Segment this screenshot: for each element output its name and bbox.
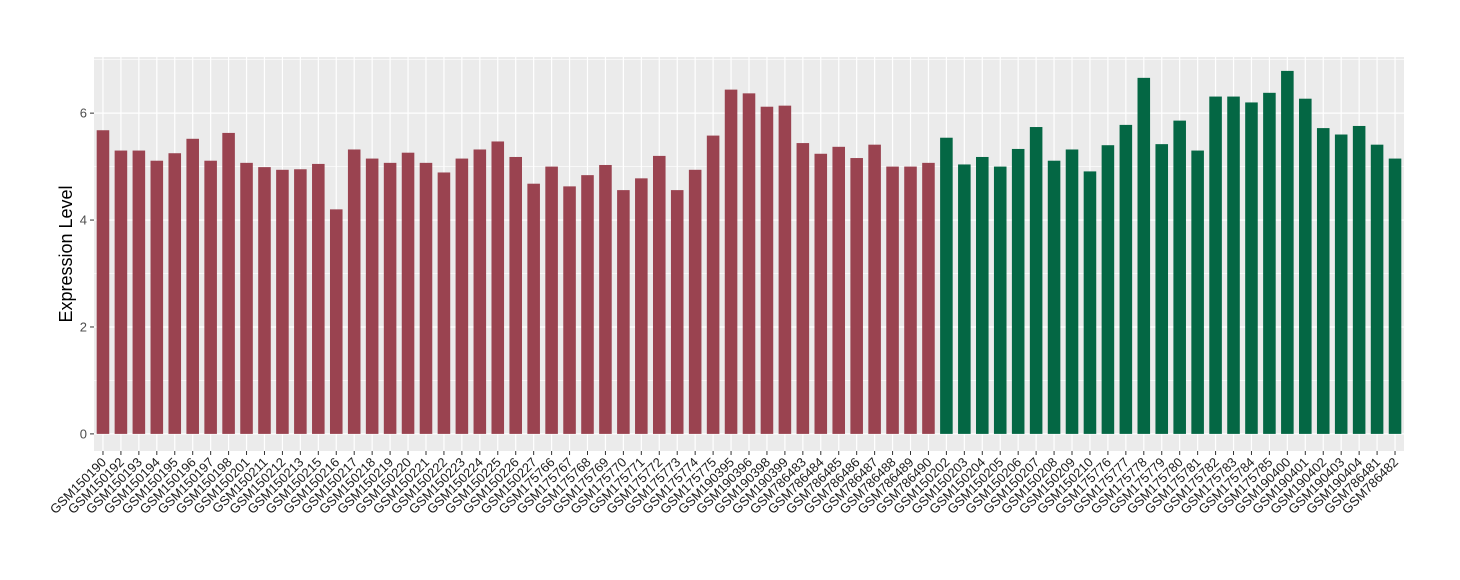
bar-GSM190399 bbox=[778, 105, 792, 434]
bar-GSM175769 bbox=[599, 164, 612, 434]
bar-GSM175777 bbox=[1119, 124, 1133, 434]
bar-GSM175785 bbox=[1263, 92, 1276, 434]
bar-GSM786483 bbox=[796, 143, 810, 434]
bar-GSM150222 bbox=[437, 172, 451, 434]
bar-GSM190402 bbox=[1316, 128, 1330, 434]
y-tick-label: 2 bbox=[80, 319, 87, 334]
bar-GSM150192 bbox=[114, 150, 128, 434]
bar-GSM190401 bbox=[1299, 98, 1312, 434]
bars bbox=[96, 70, 1402, 434]
bar-GSM175776 bbox=[1101, 145, 1115, 434]
bar-GSM190396 bbox=[742, 93, 756, 434]
bar-GSM175773 bbox=[670, 190, 684, 434]
bar-GSM175770 bbox=[617, 190, 630, 434]
bar-GSM150197 bbox=[204, 160, 217, 434]
bar-GSM150198 bbox=[222, 132, 235, 434]
bar-GSM150223 bbox=[455, 158, 469, 434]
bar-GSM175775 bbox=[706, 135, 720, 434]
bar-GSM175780 bbox=[1173, 120, 1186, 434]
bar-GSM150202 bbox=[940, 137, 953, 434]
bar-GSM786486 bbox=[850, 158, 863, 434]
bar-GSM786489 bbox=[904, 166, 917, 434]
bar-GSM786490 bbox=[922, 162, 935, 434]
bar-GSM175778 bbox=[1137, 77, 1151, 434]
bar-GSM150190 bbox=[96, 130, 110, 434]
bar-GSM786482 bbox=[1388, 158, 1402, 434]
bar-GSM150212 bbox=[276, 169, 289, 434]
bar-GSM190398 bbox=[760, 106, 774, 434]
bar-GSM175771 bbox=[635, 178, 648, 434]
bar-GSM150201 bbox=[240, 162, 253, 434]
bar-GSM150218 bbox=[365, 158, 379, 434]
bar-GSM150219 bbox=[383, 162, 397, 434]
bar-GSM150227 bbox=[527, 183, 540, 434]
bar-GSM175783 bbox=[1227, 96, 1240, 434]
bar-GSM150207 bbox=[1029, 127, 1043, 434]
bar-GSM190400 bbox=[1281, 70, 1294, 434]
bar-GSM150217 bbox=[347, 149, 361, 434]
y-tick-label: 0 bbox=[80, 426, 87, 441]
bar-GSM150221 bbox=[419, 162, 433, 434]
bar-GSM150209 bbox=[1065, 149, 1079, 434]
bar-GSM150203 bbox=[958, 164, 971, 434]
bar-GSM175782 bbox=[1209, 96, 1222, 434]
y-tick-label: 4 bbox=[80, 213, 87, 228]
bar-GSM150220 bbox=[401, 152, 415, 434]
bar-GSM175774 bbox=[688, 169, 702, 434]
bar-GSM786485 bbox=[832, 146, 846, 434]
bar-GSM175779 bbox=[1155, 144, 1169, 434]
x-axis: GSM150190GSM150192GSM150193GSM150194GSM1… bbox=[47, 451, 1401, 517]
bar-GSM786488 bbox=[886, 166, 899, 434]
bar-GSM150226 bbox=[509, 156, 522, 434]
bar-GSM150216 bbox=[329, 209, 343, 434]
bar-GSM190395 bbox=[724, 89, 738, 434]
bar-GSM150211 bbox=[258, 167, 271, 434]
bar-GSM175781 bbox=[1191, 150, 1204, 434]
bar-GSM786487 bbox=[868, 144, 881, 434]
bar-GSM150215 bbox=[312, 163, 325, 434]
bar-GSM150195 bbox=[168, 153, 182, 434]
bar-GSM175772 bbox=[652, 155, 666, 434]
bar-GSM150196 bbox=[186, 138, 199, 434]
bar-GSM150208 bbox=[1047, 160, 1061, 434]
bar-GSM150206 bbox=[1011, 148, 1025, 434]
bar-GSM150213 bbox=[294, 169, 307, 434]
bar-GSM150225 bbox=[491, 141, 505, 434]
bar-GSM786481 bbox=[1370, 144, 1384, 434]
bar-GSM150205 bbox=[993, 166, 1007, 434]
bar-GSM150224 bbox=[473, 149, 487, 434]
bar-GSM786484 bbox=[814, 153, 828, 434]
bar-GSM175768 bbox=[581, 175, 594, 434]
bar-GSM150210 bbox=[1083, 171, 1097, 434]
bar-GSM175767 bbox=[563, 186, 576, 434]
bar-GSM190404 bbox=[1352, 125, 1366, 434]
bar-GSM150194 bbox=[150, 160, 164, 434]
bar-GSM175766 bbox=[545, 166, 558, 434]
bar-GSM190403 bbox=[1334, 134, 1348, 434]
y-axis-title: Expression Level bbox=[56, 185, 76, 322]
y-axis: 0 2 4 6 bbox=[80, 106, 94, 441]
bar-GSM150193 bbox=[132, 150, 146, 434]
y-tick-label: 6 bbox=[80, 106, 87, 121]
bar-GSM175784 bbox=[1245, 102, 1258, 434]
bar-GSM150204 bbox=[976, 156, 989, 434]
